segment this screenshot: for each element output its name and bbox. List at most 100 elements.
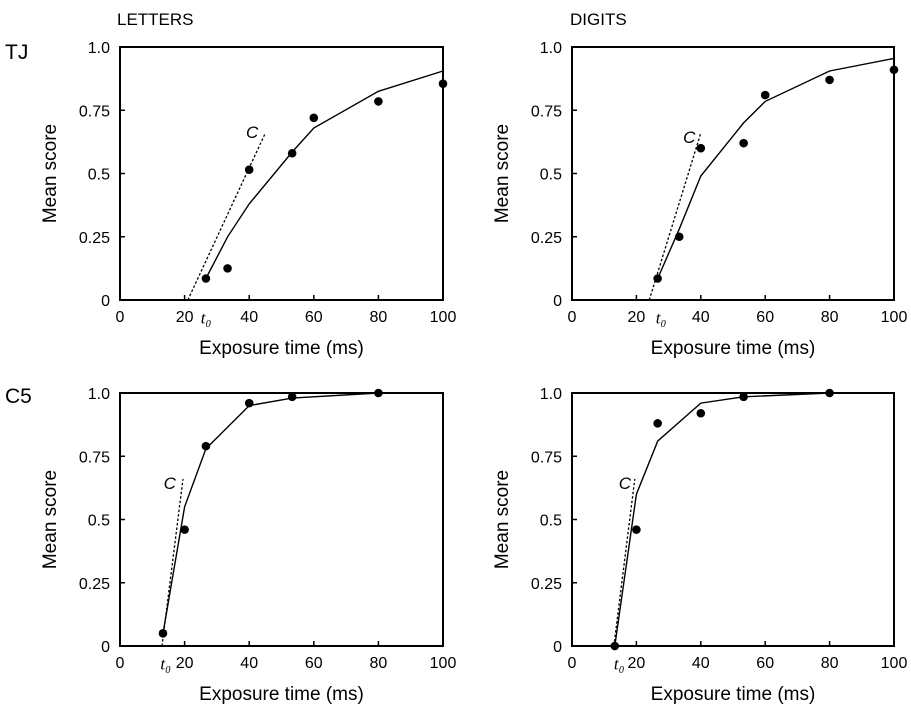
x-axis-label: Exposure time (ms) bbox=[199, 338, 364, 359]
panel-c5-digits: 0 20 40 60 80 100 0 0.25 0.5 0.75 1.0 Exposure time… bbox=[492, 386, 907, 705]
y-tick-label: 0.25 bbox=[79, 576, 110, 593]
row-label-tj: TJ bbox=[5, 41, 28, 64]
y-axis-label: Mean score bbox=[492, 470, 513, 569]
x-tick-label: 80 bbox=[821, 309, 839, 326]
data-point bbox=[244, 398, 254, 408]
y-tick-label: 0.75 bbox=[79, 103, 110, 120]
data-point bbox=[739, 392, 748, 402]
fitted-curve bbox=[614, 392, 830, 647]
data-point bbox=[374, 388, 383, 398]
data-point bbox=[696, 143, 706, 153]
y-axis-label: Mean score bbox=[40, 470, 61, 569]
annotation-t0: t₀ bbox=[160, 655, 171, 674]
column-title-letters: LETTERS bbox=[117, 10, 194, 29]
data-point bbox=[610, 641, 620, 651]
fitted-curve bbox=[657, 57, 895, 279]
annotation-c: C bbox=[683, 128, 696, 147]
annotation-t0: t₀ bbox=[201, 309, 212, 328]
x-tick-label: 60 bbox=[305, 309, 323, 326]
x-tick-label: 100 bbox=[881, 309, 908, 326]
data-point bbox=[438, 79, 448, 88]
plot-frame bbox=[119, 392, 444, 647]
y-tick-label: 0 bbox=[553, 639, 562, 656]
panel-tj-letters: 0 20 40 60 80 100 0 0.25 0.5 0.75 1.0 Exposure time… bbox=[40, 40, 456, 359]
x-axis-label: Exposure time (ms) bbox=[199, 684, 364, 705]
row-label-c5: C5 bbox=[5, 385, 32, 408]
x-tick-label: 60 bbox=[756, 309, 774, 326]
x-tick-label: 100 bbox=[430, 309, 457, 326]
tangent-line-c bbox=[648, 132, 702, 301]
x-tick-label: 80 bbox=[821, 655, 839, 672]
plot-frame bbox=[571, 46, 895, 301]
data-point bbox=[760, 90, 770, 100]
annotation-c: C bbox=[246, 123, 259, 142]
y-tick-label: 0 bbox=[553, 293, 562, 310]
annotation-t0: t₀ bbox=[656, 309, 667, 328]
x-axis-label: Exposure time (ms) bbox=[651, 338, 816, 359]
data-point bbox=[825, 75, 834, 85]
panel-c5-letters: 0 20 40 60 80 100 0 0.25 0.5 0.75 1.0 Exposure time… bbox=[40, 386, 456, 705]
data-point bbox=[287, 392, 297, 402]
x-tick-label: 100 bbox=[430, 655, 457, 672]
y-tick-label: 0.75 bbox=[531, 449, 562, 466]
data-point bbox=[374, 97, 383, 106]
data-point bbox=[632, 525, 641, 534]
x-tick-label: 100 bbox=[881, 655, 908, 672]
x-tick-label: 80 bbox=[370, 309, 388, 326]
y-tick-label: 0.5 bbox=[540, 167, 562, 184]
fitted-curve bbox=[162, 392, 379, 634]
data-point bbox=[889, 65, 899, 75]
y-tick-label: 0.5 bbox=[540, 513, 562, 530]
data-point bbox=[158, 629, 168, 638]
y-tick-label: 0.5 bbox=[88, 167, 110, 184]
x-tick-label: 20 bbox=[628, 309, 646, 326]
y-axis-label: Mean score bbox=[40, 124, 61, 223]
y-tick-label: 0.5 bbox=[88, 513, 110, 530]
data-point bbox=[825, 388, 834, 398]
y-tick-label: 1.0 bbox=[540, 40, 562, 57]
x-tick-label: 80 bbox=[370, 655, 388, 672]
data-point bbox=[309, 113, 319, 123]
y-tick-label: 0 bbox=[101, 639, 110, 656]
tangent-line-c bbox=[187, 132, 266, 301]
fitted-curve bbox=[205, 70, 444, 279]
data-point bbox=[201, 441, 211, 451]
data-point bbox=[201, 274, 211, 283]
y-tick-label: 0.75 bbox=[79, 449, 110, 466]
x-tick-label: 40 bbox=[240, 309, 258, 326]
y-tick-label: 1.0 bbox=[540, 386, 562, 403]
panel-tj-digits: 0 20 40 60 80 100 0 0.25 0.5 0.75 1.0 Exposure time… bbox=[492, 40, 907, 359]
x-tick-label: 20 bbox=[176, 655, 194, 672]
annotation-c: C bbox=[164, 474, 177, 493]
data-point bbox=[287, 148, 297, 158]
x-tick-label: 20 bbox=[628, 655, 646, 672]
plot-frame bbox=[119, 46, 444, 301]
y-tick-label: 0 bbox=[101, 293, 110, 310]
y-tick-label: 0.25 bbox=[531, 230, 562, 247]
x-tick-label: 0 bbox=[116, 309, 125, 326]
x-tick-label: 60 bbox=[305, 655, 323, 672]
data-point bbox=[696, 408, 706, 418]
data-point bbox=[223, 264, 232, 273]
annotation-c: C bbox=[619, 474, 632, 493]
y-tick-label: 0.25 bbox=[531, 576, 562, 593]
tangent-line-c bbox=[161, 478, 184, 647]
x-tick-label: 40 bbox=[692, 309, 710, 326]
x-tick-label: 40 bbox=[692, 655, 710, 672]
x-tick-label: 60 bbox=[756, 655, 774, 672]
y-axis-label: Mean score bbox=[492, 124, 513, 223]
tangent-line-c bbox=[613, 478, 636, 647]
x-tick-label: 40 bbox=[240, 655, 258, 672]
column-title-digits: DIGITS bbox=[570, 10, 627, 29]
x-axis-label: Exposure time (ms) bbox=[651, 684, 816, 705]
x-tick-label: 0 bbox=[116, 655, 125, 672]
data-point bbox=[739, 138, 748, 148]
y-tick-label: 0.25 bbox=[79, 230, 110, 247]
data-point bbox=[180, 525, 189, 534]
y-tick-label: 1.0 bbox=[88, 386, 110, 403]
x-tick-label: 0 bbox=[568, 655, 577, 672]
data-point bbox=[674, 232, 684, 242]
y-tick-label: 1.0 bbox=[88, 40, 110, 57]
data-point bbox=[244, 165, 254, 175]
